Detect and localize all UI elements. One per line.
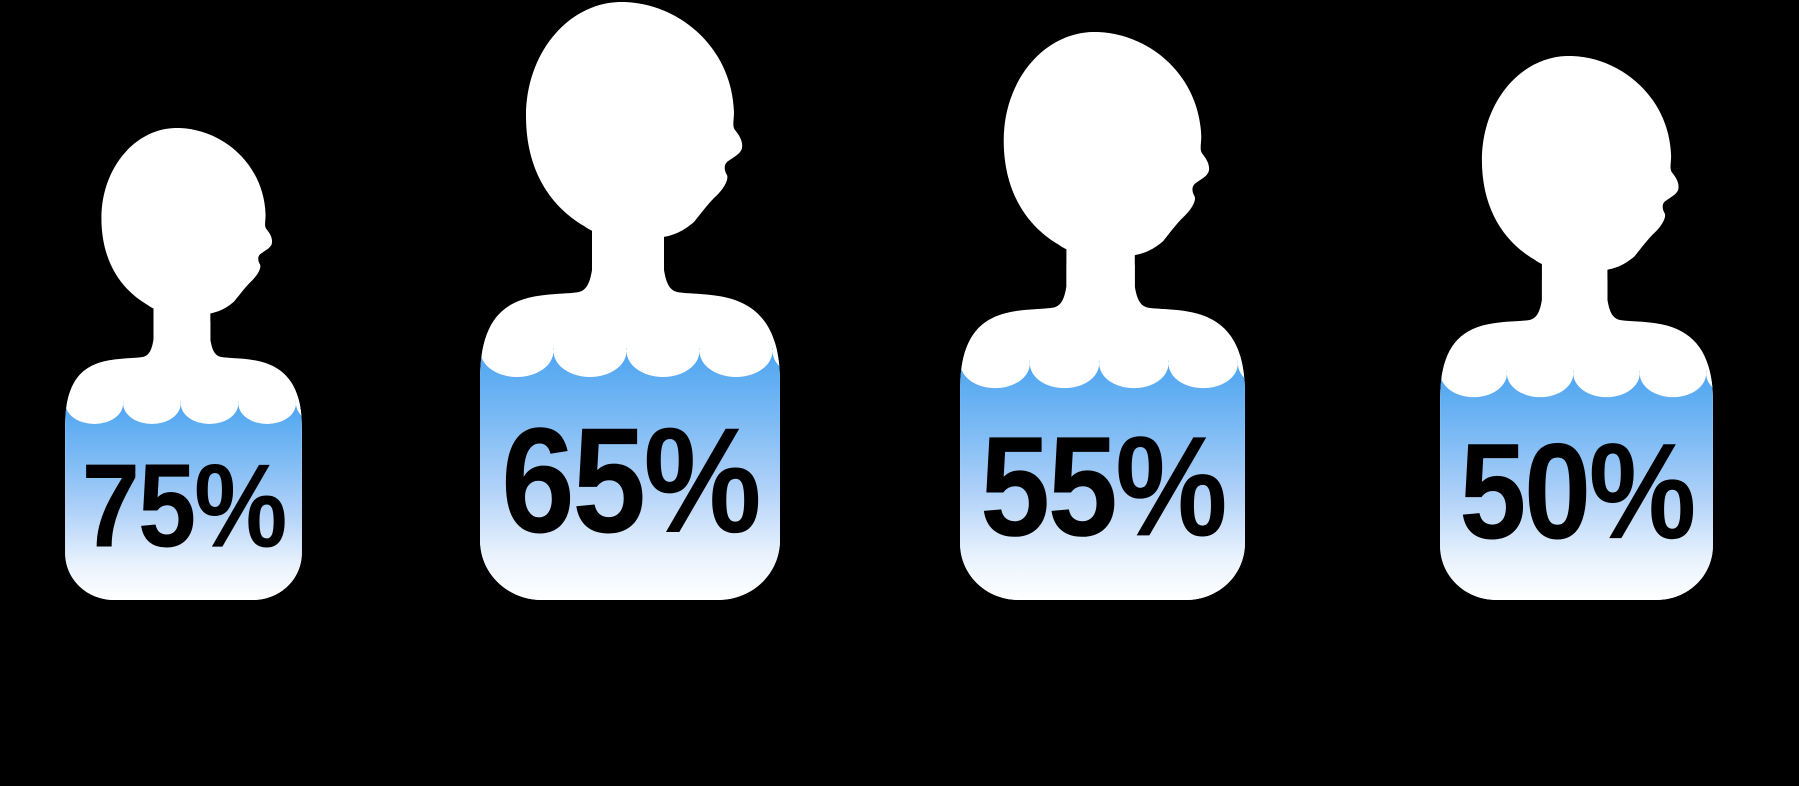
person-figure-3: 55% <box>960 32 1245 600</box>
percentage-label: 50% <box>1459 414 1694 567</box>
percentage-label: 55% <box>980 407 1225 566</box>
person-figure-1: 75% <box>65 128 302 600</box>
person-figure-4: 50% <box>1440 56 1713 600</box>
percentage-label: 65% <box>501 396 759 564</box>
person-figure-2: 65% <box>480 2 780 600</box>
percentage-label: 75% <box>82 440 286 572</box>
